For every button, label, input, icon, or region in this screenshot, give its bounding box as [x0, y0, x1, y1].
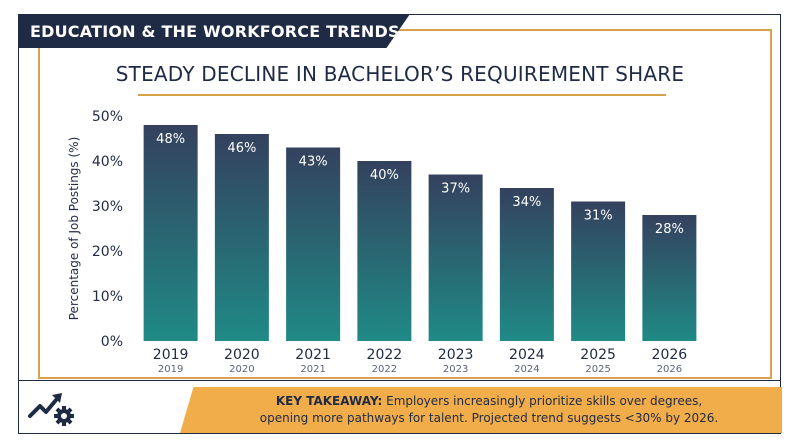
x-tick-label: 2022 [367, 347, 403, 363]
y-tick-label: 30% [92, 199, 123, 215]
bars: 48% 46% 43% 40% 37% 34% 31% 28% [143, 125, 697, 341]
header-title: EDUCATION & THE WORKFORCE TRENDS [30, 21, 400, 41]
x-tick-label: 2025 [580, 347, 616, 363]
takeaway-label: KEY TAKEAWAY: [275, 394, 383, 408]
x-tick-label: 2023 [438, 347, 474, 363]
y-tick-label: 40% [92, 154, 123, 170]
data-label: 40% [370, 168, 399, 183]
data-label: 34% [512, 195, 541, 210]
x-tick-sublabel: 2020 [229, 364, 254, 375]
bar-2022 [357, 161, 412, 341]
x-tick-label: 2026 [652, 347, 688, 363]
x-tick-sublabel: 2022 [372, 364, 397, 375]
x-tick-label: 2021 [295, 347, 331, 363]
bottom-bar [18, 380, 781, 434]
y-axis: 0% 10% 20% 30% 40% 50% [92, 109, 123, 350]
y-tick-label: 20% [92, 244, 123, 260]
x-tick-label: 2024 [509, 347, 545, 363]
takeaway-line-2: opening more pathways for talent. Projec… [259, 411, 719, 425]
y-tick-label: 0% [101, 334, 123, 350]
bar-2024 [499, 188, 554, 341]
data-label: 31% [584, 209, 613, 224]
title-underline [138, 94, 666, 96]
bar-2025 [571, 201, 626, 341]
data-label: 46% [227, 141, 256, 156]
trend-chart-gear-icon [28, 393, 74, 426]
y-tick-label: 50% [92, 109, 123, 125]
x-tick-sublabel: 2021 [300, 364, 325, 375]
data-label: 43% [299, 155, 328, 170]
y-tick-label: 10% [92, 289, 123, 305]
bar-2019 [143, 125, 198, 341]
bar-2023 [428, 174, 483, 341]
header-banner: EDUCATION & THE WORKFORCE TRENDS [18, 14, 410, 48]
x-tick-sublabel: 2024 [514, 364, 539, 375]
x-tick-label: 2019 [153, 347, 189, 363]
chart-frame [38, 29, 772, 379]
bar-2020 [214, 134, 269, 341]
bar-2026 [642, 215, 697, 341]
data-label: 48% [156, 132, 185, 147]
key-takeaway: KEY TAKEAWAY: Employers increasingly pri… [196, 387, 782, 433]
x-tick-sublabel: 2025 [585, 364, 610, 375]
data-label: 37% [441, 182, 470, 197]
x-tick-sublabel: 2023 [443, 364, 468, 375]
data-label: 28% [655, 222, 684, 237]
y-axis-label: Percentage of Job Postings (%) [67, 137, 81, 321]
chart-title: STEADY DECLINE IN BACHELOR’S REQUIREMENT… [115, 62, 685, 86]
bar-2021 [286, 147, 341, 341]
x-tick-sublabel: 2019 [158, 364, 183, 375]
x-tick-sublabel: 2026 [657, 364, 682, 375]
takeaway-line-1: Employers increasingly prioritize skills… [386, 394, 703, 408]
x-tick-label: 2020 [224, 347, 260, 363]
